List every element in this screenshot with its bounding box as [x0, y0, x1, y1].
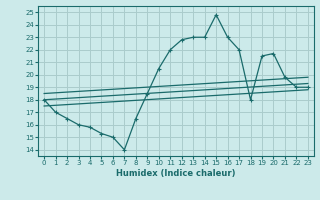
X-axis label: Humidex (Indice chaleur): Humidex (Indice chaleur)	[116, 169, 236, 178]
